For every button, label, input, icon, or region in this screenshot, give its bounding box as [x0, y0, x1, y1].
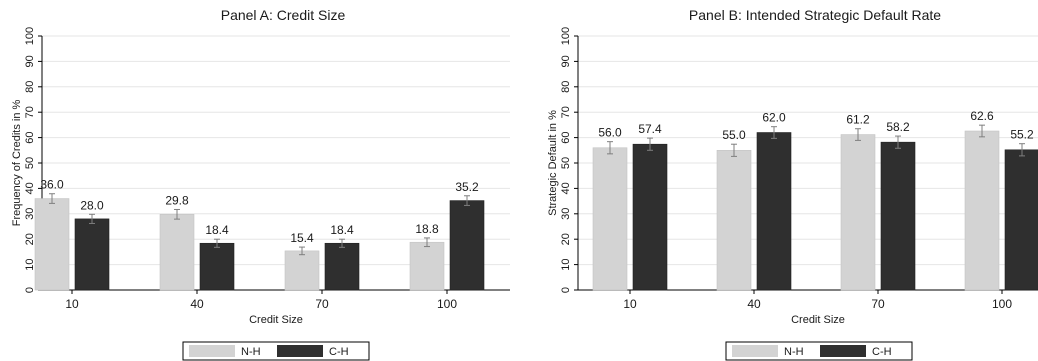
legend-label-c-h: C-H: [872, 346, 892, 358]
y-tick-label: 70: [560, 106, 572, 118]
bar-c-h-70: [880, 141, 916, 291]
data-label: 55.2: [1010, 128, 1034, 142]
x-tick-label: 10: [65, 297, 79, 311]
data-label: 18.8: [415, 222, 439, 236]
y-tick-label: 30: [560, 208, 572, 220]
data-label: 61.2: [846, 113, 870, 127]
bar-n-h-70: [284, 250, 320, 291]
bar-c-h-10: [74, 218, 110, 291]
y-tick-label: 50: [24, 157, 36, 169]
y-tick-label: 70: [24, 106, 36, 118]
y-tick-label: 20: [24, 233, 36, 245]
legend-label-n-h: N-H: [784, 346, 804, 358]
x-tick-label: 10: [623, 297, 637, 311]
x-axis-label: Credit Size: [791, 314, 845, 326]
y-tick-label: 80: [560, 81, 572, 93]
x-tick-label: 70: [315, 297, 329, 311]
y-tick-label: 30: [24, 208, 36, 220]
y-tick-label: 0: [560, 287, 572, 293]
data-label: 57.4: [638, 122, 662, 136]
bar-c-h-40: [756, 132, 792, 291]
y-tick-label: 60: [560, 131, 572, 143]
bar-c-h-100: [449, 200, 485, 291]
y-tick-label: 80: [24, 81, 36, 93]
y-tick-label: 90: [560, 55, 572, 67]
chart-title: Panel B: Intended Strategic Default Rate: [689, 7, 941, 23]
x-tick-label: 70: [871, 297, 885, 311]
legend-swatch-c-h: [820, 345, 866, 357]
data-label: 56.0: [598, 126, 622, 140]
bar-n-h-10: [34, 198, 70, 291]
bar-n-h-100: [409, 241, 445, 291]
bar-c-h-70: [324, 242, 360, 291]
bar-n-h-10: [592, 147, 628, 291]
data-label: 18.4: [205, 223, 229, 237]
data-label: 15.4: [290, 231, 314, 245]
x-axis-label: Credit Size: [249, 314, 303, 326]
panel-b: Panel B: Intended Strategic Default Rate…: [547, 7, 1038, 361]
x-tick-label: 40: [190, 297, 204, 311]
y-tick-label: 10: [24, 258, 36, 270]
y-tick-label: 60: [24, 131, 36, 143]
y-axis-label: Frequency of Credits in %: [11, 100, 23, 227]
y-tick-label: 90: [24, 55, 36, 67]
legend-label-c-h: C-H: [329, 346, 349, 358]
bar-n-h-40: [159, 214, 195, 291]
y-tick-label: 40: [24, 182, 36, 194]
bar-n-h-100: [964, 130, 1000, 291]
data-label: 35.2: [455, 180, 479, 194]
x-tick-label: 100: [437, 297, 457, 311]
x-tick-label: 100: [992, 297, 1012, 311]
panel-a: Panel A: Credit Size 0 10 20 30 40 50 60 70 80 90 1…: [11, 7, 510, 361]
y-tick-label: 40: [560, 182, 572, 194]
data-label: 29.8: [165, 193, 189, 207]
y-tick-label: 100: [24, 27, 36, 45]
y-tick-label: 20: [560, 233, 572, 245]
legend-swatch-c-h: [277, 345, 323, 357]
y-tick-label: 50: [560, 157, 572, 169]
bar-c-h-100: [1004, 149, 1038, 291]
data-label: 62.0: [762, 111, 786, 125]
legend-swatch-n-h: [189, 345, 235, 357]
y-axis-label: Strategic Default in %: [547, 110, 559, 216]
data-label: 55.0: [722, 128, 746, 142]
legend-swatch-n-h: [732, 345, 778, 357]
data-label: 58.2: [886, 120, 910, 134]
y-tick-label: 0: [24, 287, 36, 293]
bar-n-h-40: [716, 150, 752, 291]
legend-label-n-h: N-H: [241, 346, 261, 358]
chart-title: Panel A: Credit Size: [221, 7, 346, 23]
data-label: 28.0: [80, 198, 104, 212]
bar-c-h-40: [199, 242, 235, 291]
bar-c-h-10: [632, 143, 668, 291]
legend: N-H C-H: [182, 341, 370, 361]
data-label: 36.0: [40, 178, 64, 192]
legend: N-H C-H: [725, 341, 913, 361]
y-tick-label: 10: [560, 258, 572, 270]
data-label: 62.6: [970, 109, 994, 123]
bar-n-h-70: [840, 134, 876, 291]
x-tick-label: 40: [747, 297, 761, 311]
y-tick-label: 100: [560, 27, 572, 45]
data-label: 18.4: [330, 223, 354, 237]
